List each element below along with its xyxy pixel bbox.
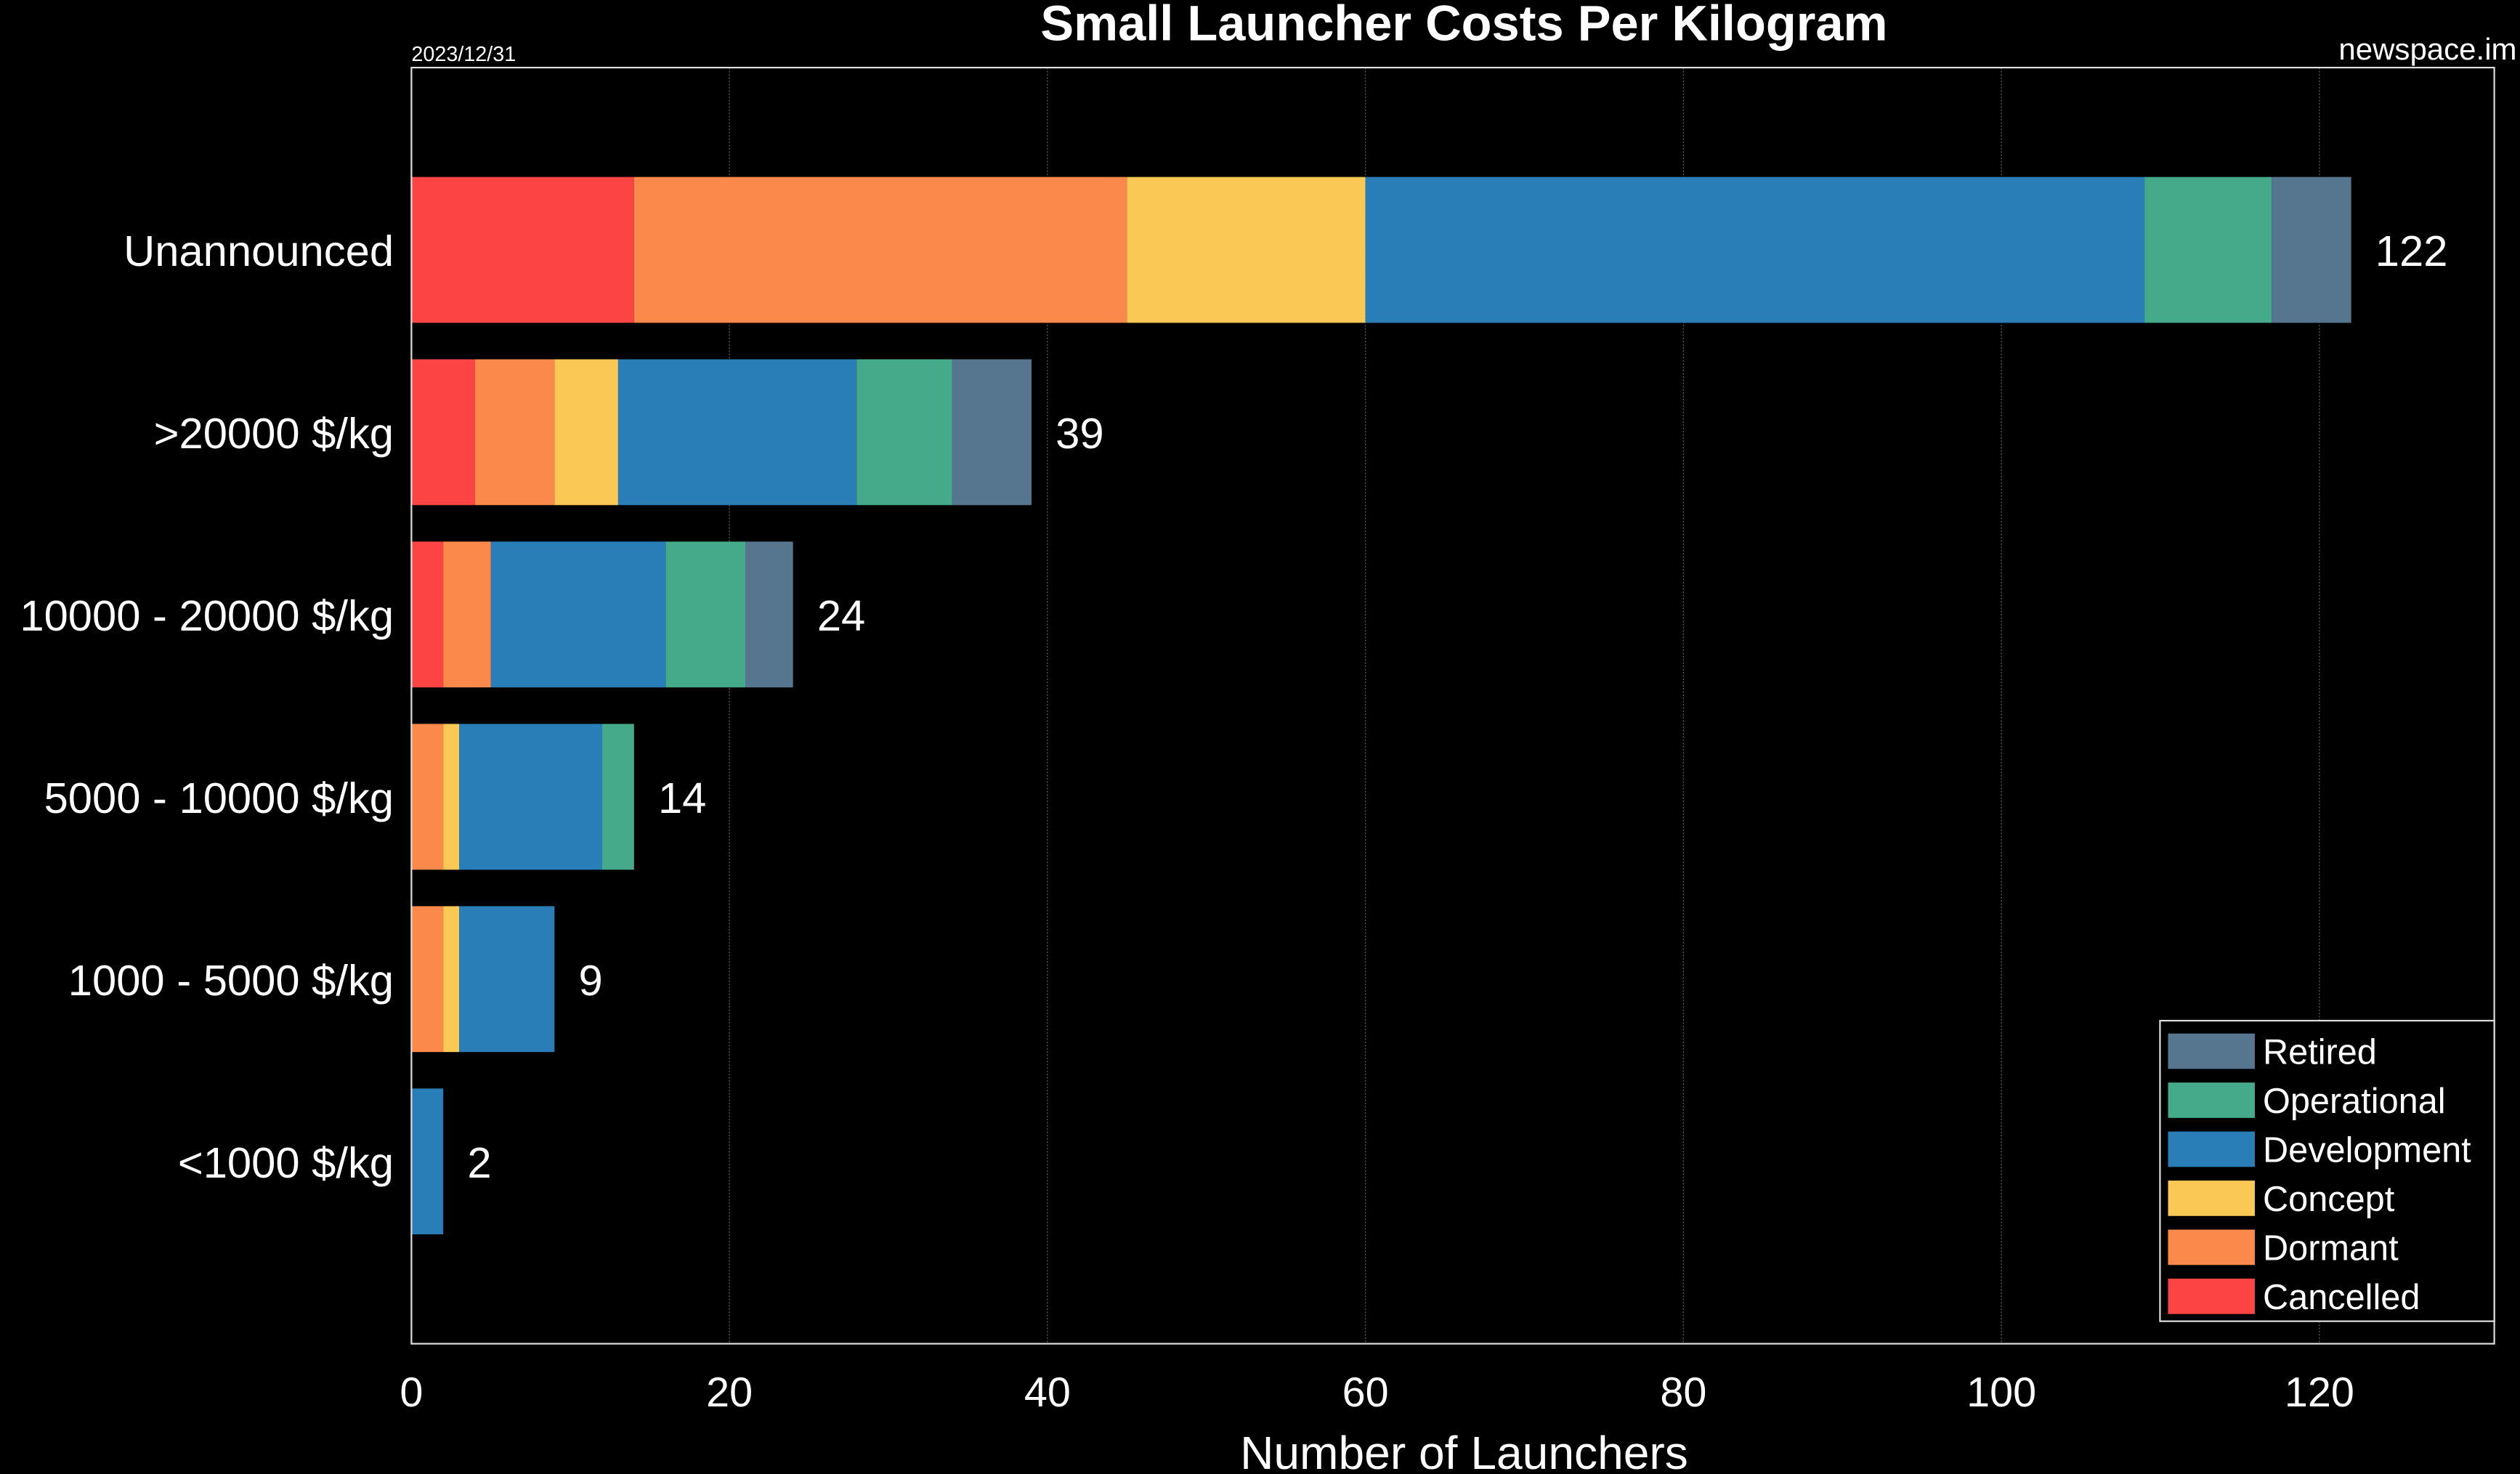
bar-segment-dormant (411, 724, 444, 870)
legend-label: Development (2263, 1131, 2471, 1170)
bar-segment-development (459, 906, 555, 1053)
legend: Retired Operational Development Concept Dorm… (2159, 1019, 2495, 1322)
bar-segment-operational (602, 724, 634, 870)
legend-swatch (2168, 1082, 2255, 1118)
bar-segment-operational (856, 359, 952, 506)
bar-segment-concept (443, 724, 460, 870)
bar-segment-dormant (633, 177, 1127, 323)
total-labels: 2 9 14 24 39 122 (467, 227, 2447, 1187)
total-label: 14 (658, 774, 706, 822)
y-tick-label: 1000 - 5000 $/kg (68, 956, 394, 1005)
legend-label: Retired (2263, 1033, 2377, 1072)
y-tick-label: Unannounced (123, 227, 394, 275)
bar-segment-operational (2144, 177, 2272, 323)
bar-segment-concept (554, 359, 618, 506)
legend-box (2159, 1019, 2495, 1322)
x-tick-label: 60 (1342, 1369, 1389, 1416)
bar-segment-development (411, 1088, 444, 1235)
bar-segment-dormant (443, 541, 491, 688)
x-tick-label: 100 (1966, 1369, 2036, 1416)
legend-label: Concept (2263, 1180, 2395, 1219)
bar-segment-dormant (411, 906, 444, 1053)
bar-segment-dormant (474, 359, 555, 506)
total-label: 24 (817, 591, 865, 640)
bar-segment-development (617, 359, 857, 506)
bar-segment-cancelled (411, 177, 634, 323)
legend-label: Cancelled (2263, 1278, 2420, 1317)
chart-title: Small Launcher Costs Per Kilogram (1040, 0, 1887, 51)
bar-segment-development (459, 724, 603, 870)
bar-segment-retired (2272, 177, 2351, 323)
y-tick-label: 5000 - 10000 $/kg (44, 774, 394, 822)
plot-frame (410, 66, 2495, 1345)
legend-swatch (2168, 1279, 2255, 1314)
legend-swatch (2168, 1131, 2255, 1167)
legend-swatch (2168, 1033, 2255, 1069)
total-label: 122 (2375, 227, 2448, 275)
bar-segment-concept (1127, 177, 1366, 323)
bars (411, 177, 2351, 1235)
y-tick-label: >20000 $/kg (154, 409, 394, 458)
total-label: 39 (1056, 409, 1103, 458)
x-tick-label: 120 (2285, 1369, 2354, 1416)
legend-swatch (2168, 1181, 2255, 1216)
date-note: 2023/12/31 (411, 43, 516, 66)
legend-label: Dormant (2263, 1229, 2399, 1268)
x-tick-labels: 0 20 40 60 80 100 120 (400, 1369, 2354, 1416)
bar-segment-development (490, 541, 666, 688)
x-tick-label: 0 (400, 1369, 423, 1416)
bar-segment-concept (443, 906, 460, 1053)
legend-swatch (2168, 1229, 2255, 1266)
bar-segment-cancelled (411, 541, 444, 688)
legend-label: Operational (2263, 1082, 2446, 1121)
bar-segment-retired (745, 541, 793, 688)
total-label: 9 (579, 956, 603, 1005)
x-tick-label: 40 (1024, 1369, 1071, 1416)
y-tick-label: <1000 $/kg (178, 1138, 394, 1187)
bar-segment-retired (952, 359, 1032, 506)
bar-segment-operational (665, 541, 746, 688)
source-note: newspace.im (2338, 32, 2516, 66)
x-tick-label: 80 (1660, 1369, 1706, 1416)
bar-segment-development (1365, 177, 2145, 323)
bar-segment-cancelled (411, 359, 475, 506)
x-tick-label: 20 (706, 1369, 753, 1416)
y-tick-label: 10000 - 20000 $/kg (20, 591, 394, 640)
total-label: 2 (467, 1138, 491, 1187)
x-axis-label: Number of Launchers (1240, 1427, 1688, 1474)
y-tick-labels: <1000 $/kg 1000 - 5000 $/kg 5000 - 10000 $… (20, 227, 394, 1187)
